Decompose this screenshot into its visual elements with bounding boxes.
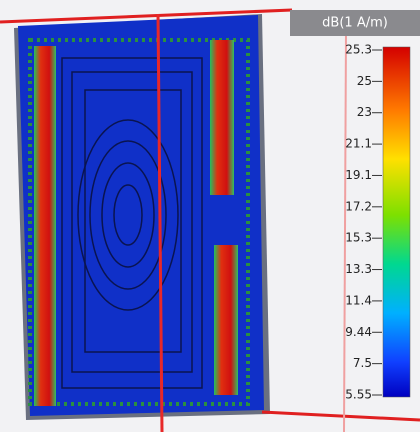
colorbar-tick-label: 15.3	[345, 231, 372, 245]
colorbar-tick-label: 25	[357, 74, 372, 88]
colorbar-tick-label: 9.44	[345, 325, 372, 339]
colorbar-header	[290, 10, 420, 36]
colorbar-title: dB(1 A/m)	[322, 16, 388, 31]
guide-line	[156, 13, 164, 432]
coil-traces	[61, 57, 203, 389]
hot-strip	[210, 40, 234, 195]
guide-line	[0, 8, 293, 24]
field-border	[28, 38, 250, 406]
hot-strip	[34, 46, 56, 406]
colorbar-tick-label: 21.1	[345, 137, 372, 151]
hot-strip	[214, 245, 238, 395]
colorbar-tick-label: 5.55	[345, 388, 372, 402]
colorbar-tick-label: 19.1	[345, 168, 372, 182]
colorbar-tick-label: 23	[357, 105, 372, 119]
guide-line	[343, 29, 347, 432]
colorbar-ticks: 25.3 25 23 21.1 19.1 17.2 15.3 13.3 11.4 9.44 7.5 5…	[345, 43, 382, 402]
colorbar-tick-label: 13.3	[345, 262, 372, 276]
colorbar-tick-label: 7.5	[353, 356, 372, 370]
colorbar-tick-label: 17.2	[345, 199, 372, 213]
colorbar	[382, 46, 411, 398]
colorbar-tick-label: 11.4	[345, 293, 372, 307]
colorbar-tick-label: 25.3	[345, 43, 372, 57]
guide-line	[261, 410, 420, 422]
